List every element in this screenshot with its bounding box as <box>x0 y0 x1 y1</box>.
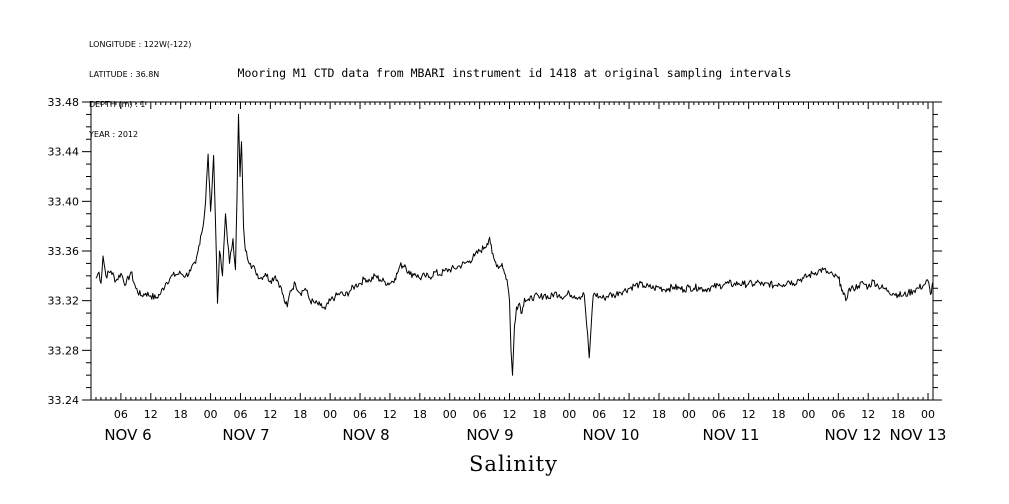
longitude-label: LONGITUDE : 122W(-122) <box>89 40 192 49</box>
x-tick-label: 06 <box>712 408 726 421</box>
day-label: NOV 8 <box>342 426 389 444</box>
y-tick-label: 33.48 <box>48 96 80 109</box>
x-tick-label: 06 <box>831 408 845 421</box>
y-tick-labels: 33.24 33.28 33.32 33.36 33.40 33.44 33.48 <box>48 96 80 407</box>
x-tick-label: 00 <box>323 408 337 421</box>
plot-frame <box>90 101 934 401</box>
y-tick-label: 33.24 <box>48 394 80 407</box>
x-tick-label: 18 <box>891 408 905 421</box>
x-tick-label: 00 <box>801 408 815 421</box>
x-tick-label: 18 <box>772 408 786 421</box>
chart-title: Mooring M1 CTD data from MBARI instrumen… <box>237 66 792 80</box>
latitude-label: LATITUDE : 36.8N <box>89 70 160 79</box>
x-tick-label: 00 <box>204 408 218 421</box>
year-label: YEAR : 2012 <box>89 130 139 139</box>
x-tick-label: 18 <box>413 408 427 421</box>
day-label: NOV 10 <box>583 426 640 444</box>
x-tick-label: 18 <box>293 408 307 421</box>
x-tick-label: 06 <box>592 408 606 421</box>
y-tick-label: 33.40 <box>48 195 80 208</box>
x-tick-label: 18 <box>174 408 188 421</box>
x-tick-label: 12 <box>263 408 277 421</box>
x-tick-label: 12 <box>503 408 517 421</box>
day-label: NOV 12 <box>825 426 882 444</box>
x-tick-label: 00 <box>682 408 696 421</box>
x-tick-label: 12 <box>144 408 158 421</box>
x-tick-label: 12 <box>742 408 756 421</box>
x-tick-label: 12 <box>383 408 397 421</box>
day-labels: NOV 6 NOV 7 NOV 8 NOV 9 NOV 10 NOV 11 NOV 12 NO… <box>104 426 946 444</box>
x-tick-label: 06 <box>353 408 367 421</box>
x-tick-label: 12 <box>861 408 875 421</box>
day-label: NOV 7 <box>222 426 269 444</box>
salinity-series-line <box>95 113 934 376</box>
x-tick-label: 06 <box>473 408 487 421</box>
day-label: NOV 11 <box>703 426 760 444</box>
day-label: NOV 6 <box>104 426 151 444</box>
x-tick-label: 12 <box>622 408 636 421</box>
x-tick-labels: 06 12 18 00 06 12 18 00 06 12 18 00 06 12 18 00 06 12 18 00… <box>114 408 935 421</box>
day-label: NOV 9 <box>466 426 513 444</box>
x-tick-label: 00 <box>443 408 457 421</box>
y-tick-label: 33.44 <box>48 146 80 159</box>
y-tick-label: 33.36 <box>48 245 80 258</box>
x-tick-label: 00 <box>921 408 935 421</box>
x-tick-label: 06 <box>233 408 247 421</box>
y-tick-label: 33.32 <box>48 295 80 308</box>
y-tick-label: 33.28 <box>48 344 80 357</box>
x-tick-label: 18 <box>532 408 546 421</box>
axis-ticks <box>82 101 942 401</box>
x-axis-label: Salinity <box>469 452 558 476</box>
x-tick-label: 00 <box>562 408 576 421</box>
day-label: NOV 13 <box>890 426 947 444</box>
x-tick-label: 18 <box>652 408 666 421</box>
x-tick-label: 06 <box>114 408 128 421</box>
